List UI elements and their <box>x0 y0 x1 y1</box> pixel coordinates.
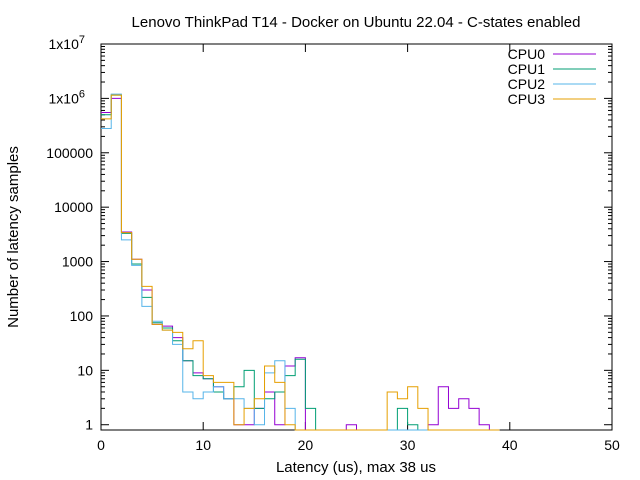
y-tick-label: 1x106 <box>49 88 85 106</box>
y-tick-label: 10 <box>77 362 93 378</box>
series-layer <box>101 93 500 431</box>
x-axis-label: Latency (us), max 38 us <box>276 459 436 476</box>
legend-label-cpu2: CPU2 <box>508 76 546 92</box>
y-tick-label: 10000 <box>54 199 93 215</box>
series-line-cpu0 <box>101 97 500 431</box>
series-line-cpu1 <box>101 94 500 431</box>
x-tick-label: 20 <box>298 437 314 453</box>
y-tick-label: 100 <box>70 308 94 324</box>
plot-axes: 0 10 20 30 40 50 1 10 100 1000 10000 100000 1x106 1x1… <box>46 34 620 453</box>
legend-label-cpu3: CPU3 <box>508 91 546 107</box>
legend-label-cpu0: CPU0 <box>508 46 546 62</box>
x-tick-label: 10 <box>195 437 211 453</box>
y-axis-label: Number of latency samples <box>5 146 22 328</box>
x-tick-label: 0 <box>97 437 105 453</box>
x-tick-label: 50 <box>604 437 620 453</box>
y-tick-label: 1x107 <box>49 34 85 52</box>
y-tick-label: 1000 <box>62 254 93 270</box>
series-line-cpu2 <box>101 93 500 431</box>
x-tick-label: 30 <box>400 437 416 453</box>
legend-label-cpu1: CPU1 <box>508 61 546 77</box>
y-tick-label: 1 <box>85 417 93 433</box>
x-tick-label: 40 <box>502 437 518 453</box>
chart-title: Lenovo ThinkPad T14 - Docker on Ubuntu 2… <box>132 14 581 31</box>
y-tick-label: 100000 <box>46 145 93 161</box>
series-line-cpu3 <box>101 94 500 431</box>
